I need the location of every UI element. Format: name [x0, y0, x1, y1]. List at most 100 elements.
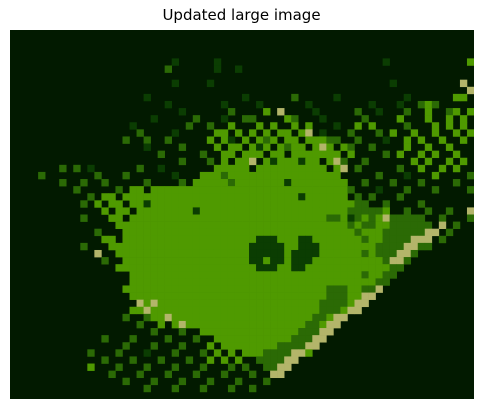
- heatmap-cell: [199, 285, 208, 293]
- heatmap-cell: [431, 122, 440, 130]
- heatmap-cell: [305, 257, 313, 265]
- heatmap-cell: [340, 214, 348, 222]
- heatmap-cell: [136, 186, 144, 194]
- heatmap-cell: [298, 129, 306, 137]
- heatmap-cell: [178, 143, 187, 151]
- heatmap-cell: [213, 193, 222, 201]
- heatmap-cell: [340, 221, 348, 229]
- heatmap-cell: [270, 200, 278, 208]
- heatmap-cell: [424, 242, 433, 251]
- heatmap-cell: [347, 285, 355, 293]
- heatmap-cell: [108, 370, 116, 379]
- heatmap-cell: [312, 228, 320, 237]
- heatmap-cell: [143, 179, 151, 187]
- heatmap-cell: [129, 292, 137, 300]
- heatmap-cell: [368, 122, 376, 130]
- heatmap-cell: [340, 242, 348, 251]
- heatmap-cell: [234, 249, 243, 258]
- heatmap-cell: [171, 228, 180, 237]
- heatmap-cell: [234, 313, 243, 322]
- heatmap-cell: [213, 292, 222, 300]
- heatmap-cell: [326, 228, 334, 237]
- heatmap-cell: [284, 129, 292, 137]
- heatmap-cell: [347, 214, 355, 222]
- heatmap-cell: [143, 207, 151, 215]
- heatmap-cell: [347, 292, 355, 300]
- heatmap-cell: [171, 320, 180, 329]
- heatmap-cell: [312, 150, 320, 159]
- heatmap-cell: [171, 278, 180, 286]
- heatmap-cell: [312, 186, 320, 194]
- heatmap-cell: [227, 257, 236, 265]
- heatmap-cell: [206, 136, 215, 144]
- heatmap-cell: [164, 292, 172, 300]
- heatmap-cell: [340, 186, 348, 194]
- heatmap-cell: [87, 349, 95, 357]
- heatmap-cell: [87, 164, 95, 173]
- heatmap-plot: [10, 30, 474, 399]
- heatmap-cell: [410, 214, 419, 222]
- heatmap-cell: [199, 384, 208, 393]
- heatmap-cell: [199, 320, 208, 329]
- heatmap-cell: [206, 228, 215, 237]
- heatmap-cell: [143, 384, 151, 393]
- heatmap-cell: [424, 108, 433, 116]
- heatmap-cell: [466, 214, 474, 222]
- heatmap-cell: [206, 79, 215, 88]
- heatmap-cell: [192, 221, 201, 229]
- heatmap-cell: [410, 249, 419, 258]
- heatmap-cell: [291, 115, 299, 123]
- heatmap-cell: [305, 342, 313, 350]
- heatmap-cell: [326, 285, 334, 293]
- heatmap-cell: [171, 249, 180, 258]
- heatmap-cell: [256, 306, 264, 315]
- heatmap-cell: [298, 228, 306, 237]
- heatmap-cell: [403, 235, 412, 244]
- heatmap-cell: [249, 186, 257, 194]
- heatmap-cell: [361, 115, 369, 123]
- heatmap-cell: [206, 342, 215, 350]
- heatmap-cell: [326, 136, 334, 144]
- heatmap-cell: [270, 157, 278, 166]
- heatmap-cell: [270, 249, 278, 258]
- heatmap-cell: [305, 299, 313, 308]
- heatmap-cell: [256, 335, 264, 343]
- heatmap-cell: [333, 207, 341, 215]
- heatmap-cell: [150, 264, 158, 272]
- heatmap-cell: [136, 264, 144, 272]
- heatmap-cell: [284, 157, 292, 166]
- heatmap-cell: [242, 320, 250, 329]
- heatmap-cell: [206, 122, 215, 130]
- heatmap-cell: [220, 235, 229, 244]
- heatmap-cell: [368, 242, 376, 251]
- heatmap-cell: [375, 186, 383, 194]
- heatmap-cell: [354, 221, 362, 229]
- heatmap-cell: [298, 157, 306, 166]
- heatmap-cell: [403, 93, 412, 102]
- heatmap-cell: [157, 242, 165, 251]
- heatmap-cell: [199, 257, 208, 265]
- heatmap-cell: [164, 193, 172, 201]
- heatmap-cell: [220, 186, 229, 194]
- heatmap-cell: [115, 186, 123, 194]
- heatmap-cell: [347, 264, 355, 272]
- heatmap-cell: [80, 242, 88, 251]
- heatmap-cell: [136, 285, 144, 293]
- heatmap-cell: [129, 356, 137, 364]
- heatmap-cell: [298, 171, 306, 180]
- heatmap-cell: [199, 150, 208, 159]
- heatmap-cell: [466, 207, 474, 215]
- heatmap-cell: [171, 264, 180, 272]
- heatmap-cell: [256, 285, 264, 293]
- heatmap-cell: [326, 278, 334, 286]
- heatmap-cell: [164, 249, 172, 258]
- heatmap-cell: [270, 285, 278, 293]
- heatmap-cell: [185, 306, 194, 315]
- heatmap-cell: [368, 207, 376, 215]
- heatmap-cell: [192, 257, 201, 265]
- heatmap-cell: [319, 179, 327, 187]
- heatmap-cell: [354, 292, 362, 300]
- heatmap-cell: [284, 320, 292, 329]
- heatmap-cell: [417, 214, 426, 222]
- heatmap-cell: [291, 193, 299, 201]
